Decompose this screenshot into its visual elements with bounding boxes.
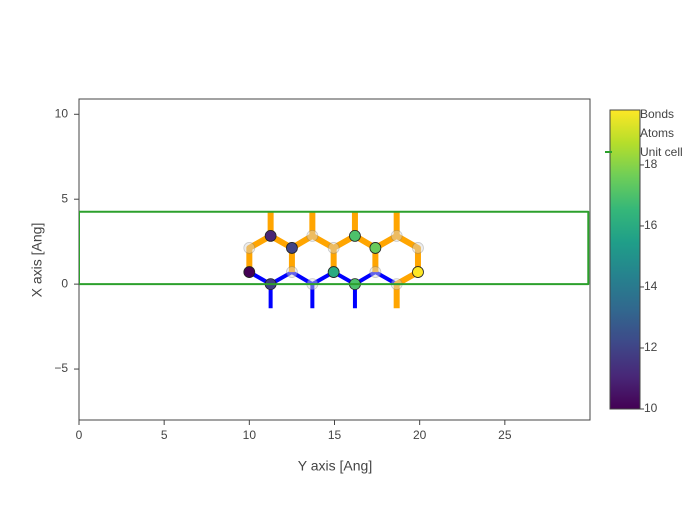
y-tick-label: 5	[61, 191, 68, 205]
y-axis-title: X axis [Ang]	[29, 223, 45, 298]
colorbar-tick-label: 16	[644, 218, 658, 232]
atom	[306, 229, 319, 242]
x-tick-label: 5	[161, 428, 168, 442]
atom	[390, 229, 403, 242]
atom	[264, 229, 277, 242]
line-series	[248, 270, 398, 309]
legend-label: Unit cell	[640, 145, 683, 159]
x-tick-label: 10	[243, 428, 257, 442]
colorbar	[609, 109, 641, 410]
colorbar-tick-label: 14	[644, 279, 658, 293]
atom	[412, 266, 424, 278]
y-tick-label: 10	[55, 106, 69, 120]
x-tick-label: 20	[413, 428, 427, 442]
x-tick-label: 0	[76, 428, 83, 442]
atom	[327, 242, 340, 254]
colorbar-tick-label: 10	[644, 401, 658, 415]
x-tick-label: 25	[498, 428, 512, 442]
legend-label: Bonds	[640, 107, 674, 121]
atom	[349, 229, 361, 242]
atom	[369, 242, 382, 254]
plot-area	[79, 210, 590, 309]
x-axis-title: Y axis [Ang]	[298, 458, 372, 474]
y-tick-label: −5	[54, 361, 68, 375]
atom	[412, 242, 424, 254]
atom	[243, 266, 256, 278]
atom	[286, 266, 298, 278]
y-tick-label: 0	[61, 276, 68, 290]
line-series	[246, 211, 421, 309]
atom	[327, 266, 340, 278]
x-tick-label: 15	[328, 428, 342, 442]
legend-label: Atoms	[640, 126, 674, 140]
atom	[369, 266, 382, 278]
atom	[243, 242, 256, 254]
atom	[286, 242, 298, 254]
colorbar-tick-label: 12	[644, 340, 658, 354]
line-series	[79, 210, 590, 286]
colorbar-tick-label: 18	[644, 157, 658, 171]
